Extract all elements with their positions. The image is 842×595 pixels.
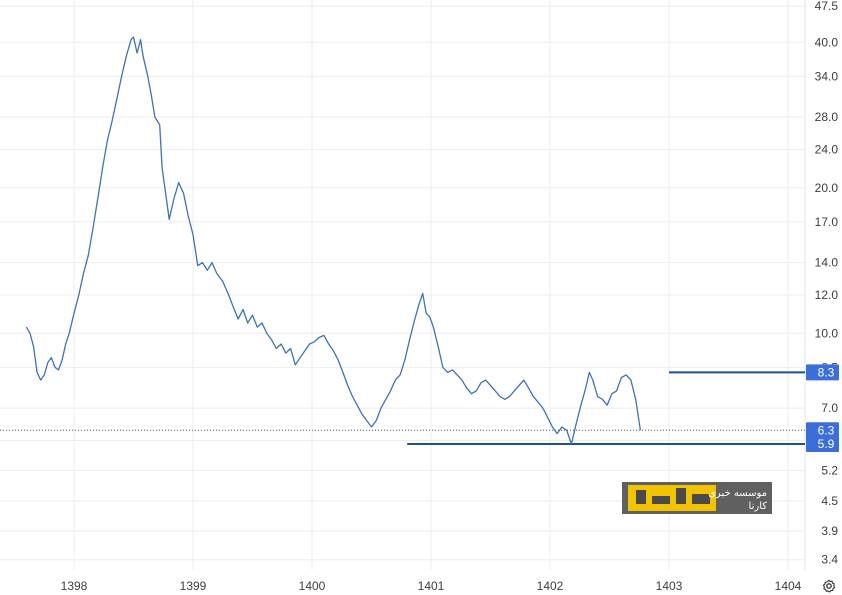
y-tick-label: 5.2 bbox=[821, 464, 838, 478]
x-tick-label: 1401 bbox=[418, 579, 445, 593]
karna-watermark: موسسه خبری کارنا bbox=[622, 482, 772, 514]
y-tick-label: 20.0 bbox=[815, 181, 839, 195]
y-tick-label: 7.0 bbox=[821, 401, 838, 415]
x-tick-label: 1398 bbox=[61, 579, 88, 593]
y-tick-label: 3.4 bbox=[821, 553, 838, 567]
x-tick-label: 1404 bbox=[775, 579, 802, 593]
y-tick-label: 3.9 bbox=[821, 524, 838, 538]
x-tick-label: 1399 bbox=[180, 579, 207, 593]
current-price-badge: 6.3 bbox=[806, 422, 839, 439]
watermark-line1: موسسه خبری bbox=[708, 488, 767, 499]
x-tick-label: 1400 bbox=[299, 579, 326, 593]
y-tick-label: 40.0 bbox=[815, 35, 839, 49]
svg-text:5.9: 5.9 bbox=[818, 437, 835, 451]
y-tick-label: 47.5 bbox=[815, 0, 839, 13]
svg-text:6.3: 6.3 bbox=[818, 423, 835, 437]
y-gridlines bbox=[0, 5, 805, 561]
x-axis: 1398 1399 1400 1401 1402 1403 1404 bbox=[61, 579, 802, 593]
y-axis: 47.5 40.0 34.0 28.0 24.0 20.0 17.0 14.0 12.0 10.0… bbox=[815, 0, 839, 567]
x-gridlines bbox=[73, 0, 789, 570]
y-tick-label: 34.0 bbox=[815, 69, 839, 83]
x-tick-label: 1403 bbox=[656, 579, 683, 593]
resistance-badge: 8.3 bbox=[806, 364, 839, 381]
x-tick-label: 1402 bbox=[537, 579, 564, 593]
gear-icon bbox=[822, 579, 836, 593]
price-series-line bbox=[25, 36, 642, 445]
y-tick-label: 4.5 bbox=[821, 494, 838, 508]
watermark-line2: کارنا bbox=[749, 501, 768, 512]
y-tick-label: 14.0 bbox=[815, 256, 839, 270]
y-tick-label: 17.0 bbox=[815, 215, 839, 229]
support-badge: 5.9 bbox=[806, 436, 839, 453]
chart-settings-button[interactable] bbox=[819, 577, 839, 595]
watermark-logo-glyph bbox=[636, 488, 710, 504]
y-tick-label: 24.0 bbox=[815, 143, 839, 157]
y-tick-label: 12.0 bbox=[815, 288, 839, 302]
y-tick-label: 28.0 bbox=[815, 110, 839, 124]
svg-text:8.3: 8.3 bbox=[818, 365, 835, 379]
y-tick-label: 10.0 bbox=[815, 326, 839, 340]
